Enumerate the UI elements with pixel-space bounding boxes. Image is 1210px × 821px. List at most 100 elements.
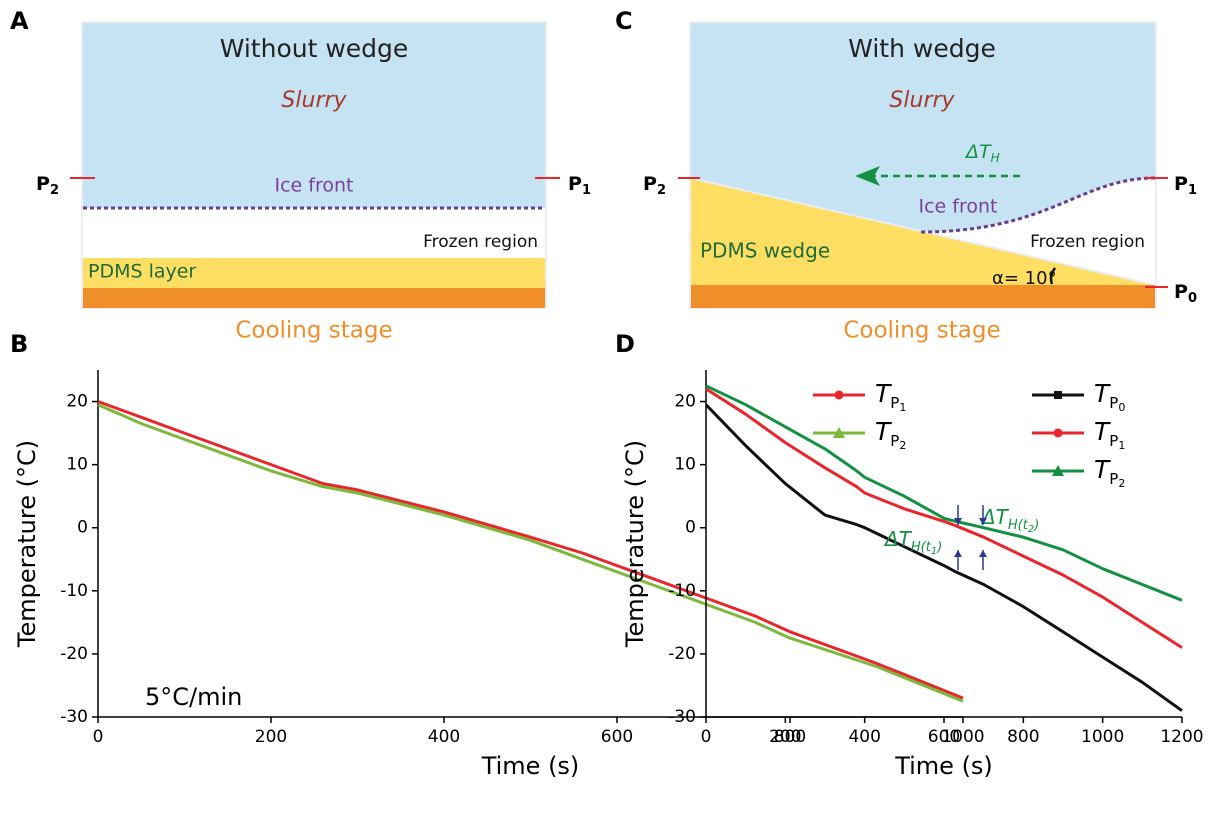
y-tick-label: -10 xyxy=(668,581,696,601)
x-tick-label: 600 xyxy=(601,727,633,747)
frozen-label: Frozen region xyxy=(423,232,538,252)
probe-text: P xyxy=(36,173,50,195)
probe-text: P xyxy=(1174,281,1188,303)
pointer-head xyxy=(954,550,962,557)
x-tick-label: 800 xyxy=(1007,727,1039,747)
pointer-head xyxy=(979,550,987,557)
x-tick-label: 200 xyxy=(769,727,801,747)
gradient-label: ΔTH xyxy=(964,141,1000,165)
legend-sub: P xyxy=(890,394,899,412)
arrow-head xyxy=(855,166,880,186)
probe-sub: 1 xyxy=(1188,183,1197,198)
y-tick-label: -10 xyxy=(60,581,88,601)
probe-label: P2 xyxy=(36,173,59,198)
panel-title: With wedge xyxy=(848,34,996,63)
pdms-layer xyxy=(83,258,545,288)
y-tick-label: 10 xyxy=(674,455,696,475)
legend-sub: P xyxy=(890,432,899,450)
annotation-text: ΔT xyxy=(980,505,1010,529)
probe-label: P0 xyxy=(1174,281,1197,306)
x-tick-label: 200 xyxy=(255,727,287,747)
legend-label: TP1 xyxy=(875,379,906,414)
angle-label: α= 10° xyxy=(992,268,1057,289)
y-tick-label: 0 xyxy=(77,518,88,538)
legend-marker xyxy=(1054,391,1062,399)
stage-label: Cooling stage xyxy=(843,318,1000,344)
series-line xyxy=(705,387,1183,649)
panel-a: A Without wedge Slurry Ice front Frozen … xyxy=(10,7,591,344)
ice-front-line xyxy=(919,176,1156,234)
y-tick-label: -30 xyxy=(668,707,696,727)
pointer-head xyxy=(979,518,987,525)
legend-sub: P xyxy=(1109,394,1118,412)
annotation-subsub: 1 xyxy=(931,546,937,557)
legend-marker xyxy=(834,390,844,400)
legend-label: TP0 xyxy=(1094,379,1125,414)
ice-front-label: Ice front xyxy=(275,175,354,197)
probe-text: P xyxy=(568,173,582,195)
x-tick-label: 600 xyxy=(928,727,960,747)
legend-subsub: 2 xyxy=(899,439,906,452)
legend-marker xyxy=(833,427,845,438)
x-axis-title: Time (s) xyxy=(894,752,993,780)
angle-arc xyxy=(1049,267,1057,285)
panel-label: A xyxy=(10,7,29,35)
annotation-sub: H(t xyxy=(911,540,932,555)
x-tick-label: 1000 xyxy=(941,727,984,747)
probe-text: P xyxy=(1174,173,1188,195)
annotation-text: ΔT xyxy=(883,527,913,551)
slurry-region xyxy=(83,23,545,208)
legend-name: T xyxy=(1094,379,1111,408)
panel-c: C With wedge Slurry ΔTH Ice front Frozen… xyxy=(615,7,1197,344)
x-tick-label: 400 xyxy=(428,727,460,747)
wedge-label: PDMS wedge xyxy=(700,239,830,263)
legend-subsub: 0 xyxy=(1118,401,1125,414)
y-tick-label: 10 xyxy=(66,455,88,475)
probe-sub: 2 xyxy=(657,183,666,198)
frozen-label: Frozen region xyxy=(1030,232,1145,252)
x-tick-label: 1200 xyxy=(1160,727,1203,747)
annotation-subsub: 2 xyxy=(1028,524,1034,535)
probe-label: P1 xyxy=(1174,173,1197,198)
x-tick-label: 1000 xyxy=(1081,727,1124,747)
slurry-label: Slurry xyxy=(281,88,347,113)
y-tick-label: -20 xyxy=(60,644,88,664)
probe-label: P1 xyxy=(568,173,591,198)
y-tick-label: 20 xyxy=(66,392,88,412)
stage-label: Cooling stage xyxy=(235,318,392,344)
legend-sub: P xyxy=(1109,470,1118,488)
frozen-region xyxy=(920,178,1155,285)
probe-sub: 0 xyxy=(1188,291,1197,306)
panel-label: C xyxy=(615,7,633,35)
panel-label: D xyxy=(615,330,635,358)
x-axis-title: Time (s) xyxy=(481,752,580,780)
y-axis-title: Temperature (°C) xyxy=(13,440,41,648)
x-tick-label: 400 xyxy=(848,727,880,747)
probe-text: P xyxy=(643,173,657,195)
legend-subsub: 2 xyxy=(1118,477,1125,490)
annotation-close: ) xyxy=(936,540,942,555)
x-tick-label: 0 xyxy=(93,727,104,747)
legend-subsub: 1 xyxy=(1118,439,1125,452)
legend-subsub: 1 xyxy=(899,401,906,414)
annotation: ΔTH(t2) xyxy=(980,505,1039,536)
legend-marker xyxy=(1052,465,1064,476)
series-line xyxy=(704,403,1183,712)
panel-label: B xyxy=(10,330,28,358)
gradient-sub: H xyxy=(991,151,1000,165)
layer-label: PDMS layer xyxy=(88,261,196,283)
probe-sub: 2 xyxy=(50,183,59,198)
y-tick-label: -30 xyxy=(60,707,88,727)
pointer-head xyxy=(954,518,962,525)
legend-name: T xyxy=(1094,455,1111,484)
ice-front-label: Ice front xyxy=(919,196,998,218)
series-line xyxy=(97,403,964,703)
annotation: ΔTH(t1) xyxy=(883,527,942,558)
annotation: 5°C/min xyxy=(145,683,242,711)
x-tick-label: 0 xyxy=(701,727,712,747)
probe-sub: 1 xyxy=(582,183,591,198)
panel-title: Without wedge xyxy=(220,34,409,63)
probe-label: P2 xyxy=(643,173,666,198)
